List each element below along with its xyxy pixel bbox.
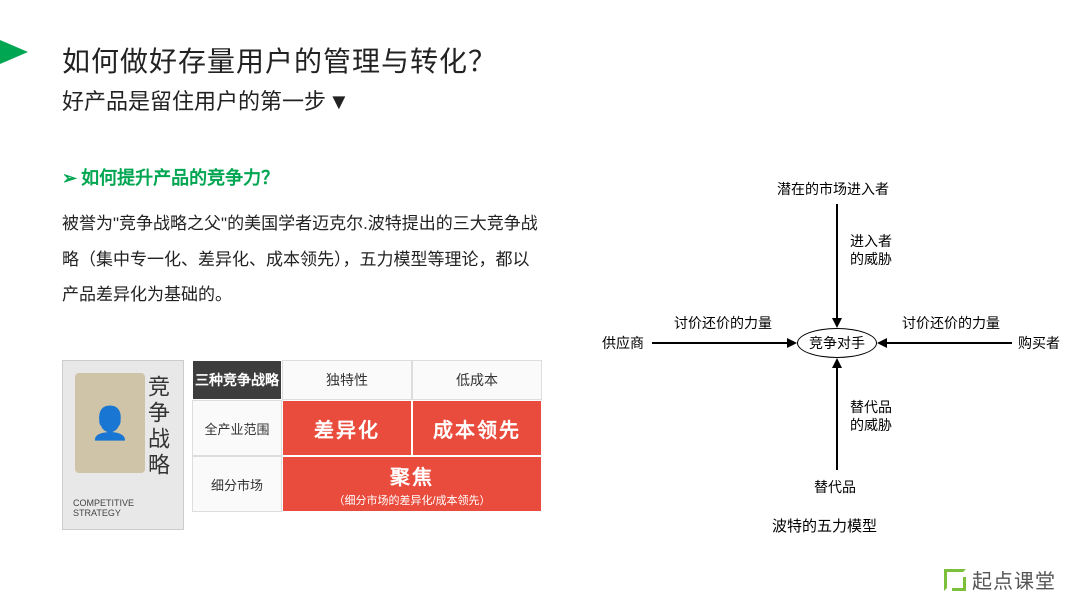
- table-header-1: 独特性: [282, 360, 412, 400]
- ff-arrow-bottom: [836, 368, 838, 470]
- table-row0-cell0: 差异化: [282, 400, 412, 456]
- ff-caption: 波特的五力模型: [772, 515, 877, 536]
- focus-small: （细分市场的差异化/成本领先）: [333, 492, 490, 508]
- book-en-title: COMPETITIVE STRATEGY: [73, 499, 134, 519]
- table-header-0: 三种竞争战略: [192, 360, 282, 400]
- ff-center: 竞争对手: [797, 328, 877, 358]
- ff-arrowhead-bottom: [832, 358, 842, 368]
- section-body: 被誉为"竞争战略之父"的美国学者迈克尔.波特提出的三大竞争战略（集中专一化、差异…: [62, 206, 542, 313]
- brand: 起点课堂: [944, 565, 1056, 594]
- brand-logo-icon: [944, 569, 966, 591]
- ff-top-arrow-label: 进入者 的威胁: [850, 232, 892, 268]
- five-forces-diagram: 潜在的市场进入者 进入者 的威胁 供应商 讨价还价的力量 购买者 讨价还价的力量…: [602, 170, 1072, 540]
- section-heading-text: 如何提升产品的竞争力？: [81, 168, 279, 188]
- book-en-title-2: STRATEGY: [73, 509, 134, 519]
- ff-bottom: 替代品: [814, 478, 856, 496]
- table-row0-cell1: 成本领先: [412, 400, 542, 456]
- table-row1-focus: 聚焦 （细分市场的差异化/成本领先）: [282, 456, 542, 512]
- ff-arrow-top: [836, 204, 838, 318]
- ff-left: 供应商: [602, 334, 644, 352]
- brand-text: 起点课堂: [972, 565, 1056, 594]
- ff-right: 购买者: [1018, 334, 1060, 352]
- book-and-table: 👤 竞争战略 COMPETITIVE STRATEGY 三种竞争战略 独特性 低…: [62, 360, 542, 530]
- slide-subtitle: 好产品是留住用户的第一步▼: [62, 84, 350, 116]
- strategy-table: 三种竞争战略 独特性 低成本 全产业范围 差异化 成本领先 细分市场 聚焦 （细…: [192, 360, 542, 530]
- ff-arrow-right: [887, 342, 1012, 344]
- subtitle-text: 好产品是留住用户的第一步: [62, 89, 326, 114]
- ff-left-arrow-label: 讨价还价的力量: [674, 314, 772, 332]
- ff-arrowhead-top: [832, 318, 842, 328]
- slide-title: 如何做好存量用户的管理与转化？: [62, 40, 497, 80]
- left-column: ➢如何提升产品的竞争力？ 被誉为"竞争战略之父"的美国学者迈克尔.波特提出的三大…: [62, 164, 542, 313]
- accent-triangle: [0, 40, 28, 64]
- table-header-2: 低成本: [412, 360, 542, 400]
- book-cover: 👤 竞争战略 COMPETITIVE STRATEGY: [62, 360, 184, 530]
- ff-arrowhead-right: [877, 338, 887, 348]
- ff-arrowhead-left: [787, 338, 797, 348]
- ff-right-arrow-label: 讨价还价的力量: [902, 314, 1000, 332]
- book-spine: [62, 361, 63, 529]
- section-heading: ➢如何提升产品的竞争力？: [62, 164, 542, 190]
- book-cn-title: 竞争战略: [141, 375, 173, 479]
- table-row1-label: 细分市场: [192, 456, 282, 512]
- table-row0-label: 全产业范围: [192, 400, 282, 456]
- ff-arrow-left: [652, 342, 787, 344]
- ff-top: 潜在的市场进入者: [777, 180, 889, 198]
- chevron-icon: ➢: [62, 168, 77, 188]
- author-portrait: 👤: [75, 373, 145, 473]
- ff-bottom-arrow-label: 替代品 的威胁: [850, 398, 892, 434]
- focus-big: 聚焦: [390, 461, 434, 490]
- subtitle-marker-icon: ▼: [328, 89, 350, 115]
